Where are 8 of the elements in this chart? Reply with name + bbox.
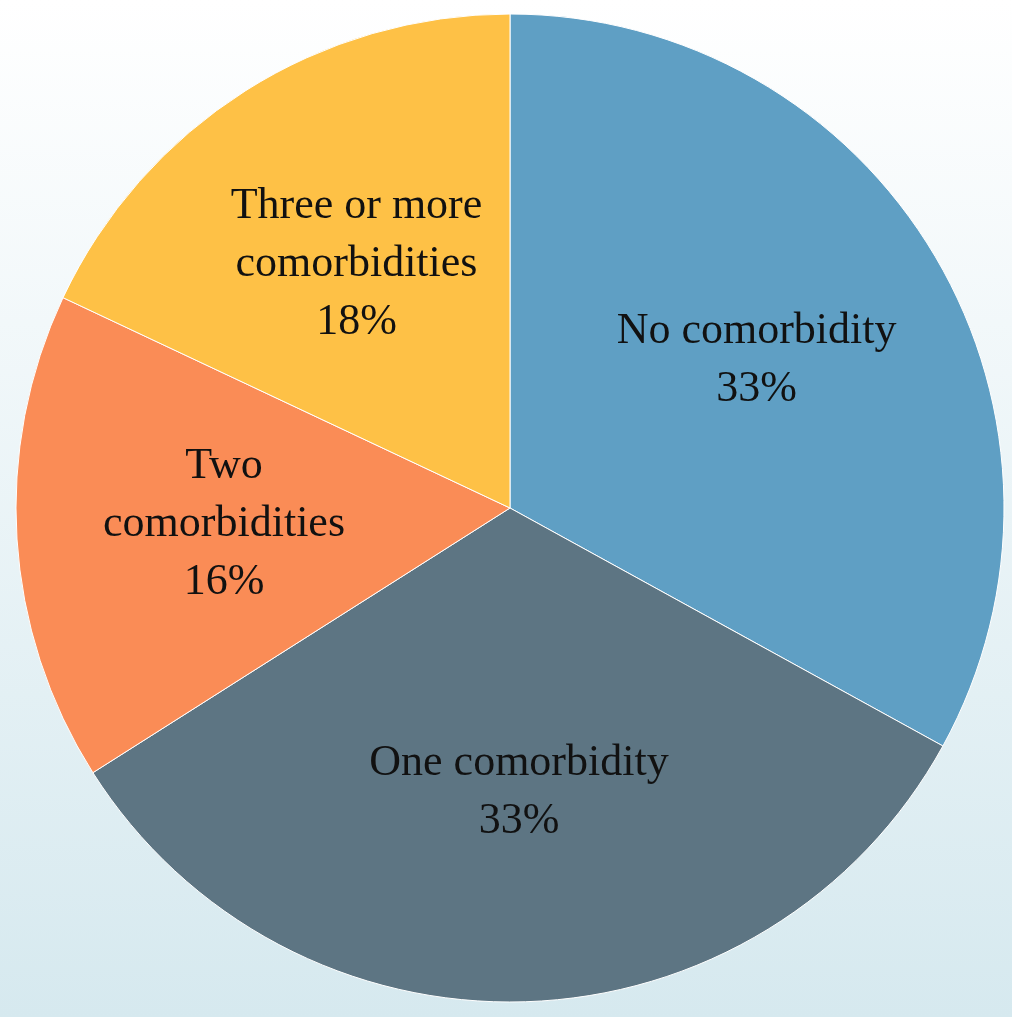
data-label: 33%: [478, 794, 560, 844]
data-label: 16%: [183, 555, 265, 605]
slice-label: One comorbidity: [369, 736, 669, 786]
data-label: 18%: [316, 295, 397, 345]
slice-label: Two comorbidities: [103, 439, 346, 547]
slice-label: No comorbidity: [616, 304, 897, 354]
slice-label: Three or more comorbidities: [230, 179, 483, 287]
data-label: 33%: [716, 362, 797, 412]
